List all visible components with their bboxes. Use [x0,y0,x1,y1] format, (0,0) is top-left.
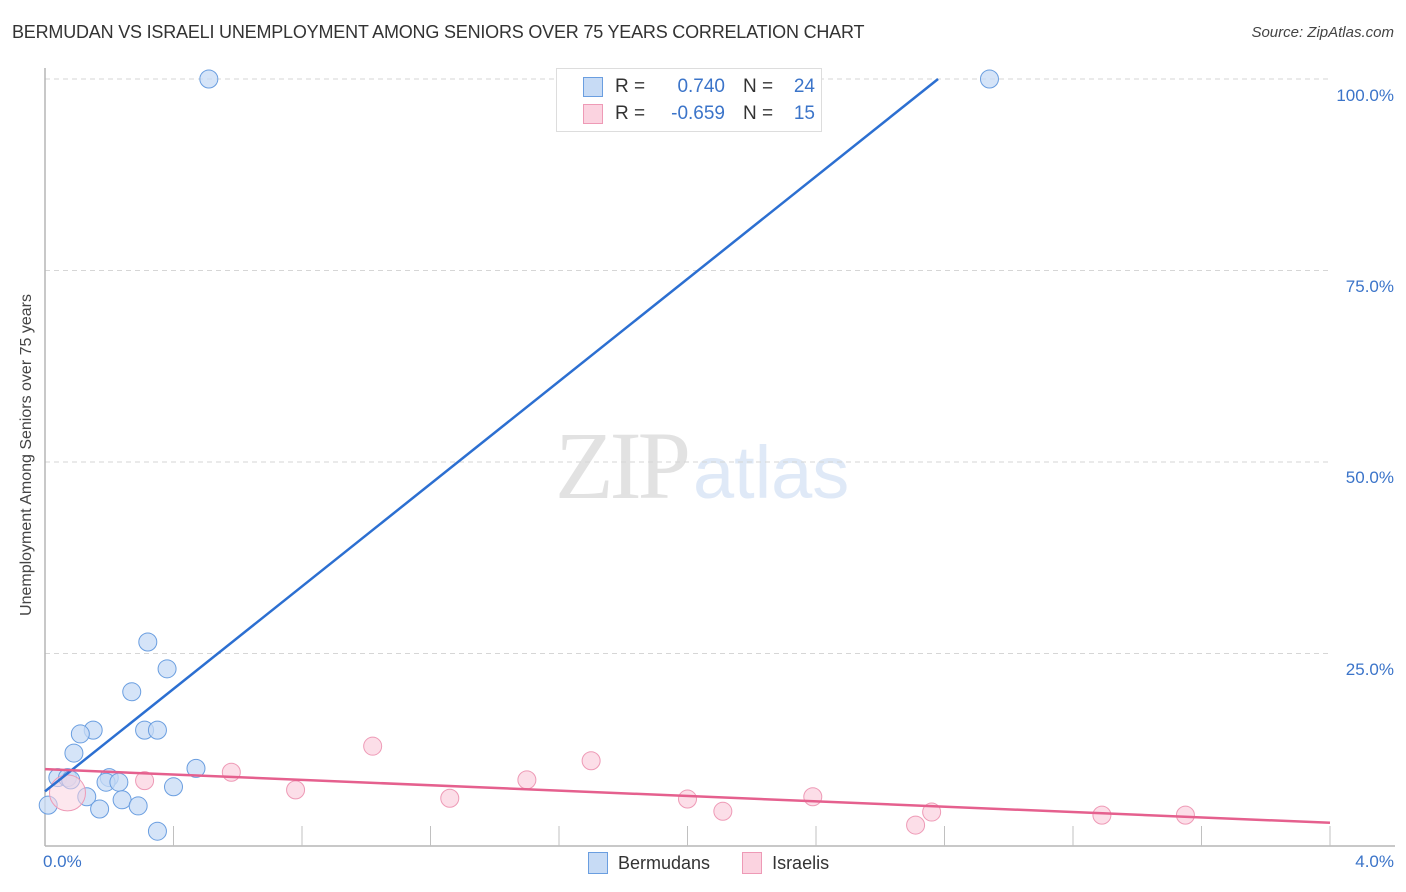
data-point-israeli [48,774,86,812]
data-point-israeli [581,751,601,771]
data-point-israeli [906,815,926,835]
data-point-bermudan [128,796,148,816]
data-point-israeli [1175,805,1195,825]
data-point-israeli [713,801,733,821]
blue-swatch-icon [588,852,608,874]
data-point-bermudan [979,69,999,89]
data-point-bermudan [186,758,206,778]
pink-swatch-icon [583,104,603,124]
data-point-israeli [286,780,306,800]
data-point-bermudan [109,772,129,792]
data-point-israeli [1092,805,1112,825]
watermark-zip: ZIP [555,412,691,519]
legend-row-bermudans: R = 0.740 N = 24 [583,75,815,99]
trendlines [44,78,1331,825]
watermark-atlas: atlas [693,431,850,514]
r-value: -0.659 [671,103,725,124]
legend-label-bermudans: Bermudans [618,852,711,873]
legend-item-bermudans[interactable]: Bermudans [588,852,710,874]
y-axis-label: Unemployment Among Seniors over 75 years [18,294,35,616]
y-tick-75: 75.0% [1345,277,1394,296]
zipatlas-watermark: ZIPatlas [555,410,849,521]
data-point-bermudan [164,777,183,797]
y-tick-25: 25.0% [1345,660,1394,679]
r-label: R = [615,76,646,97]
bermudans-points [38,69,999,841]
n-value: 24 [793,76,815,97]
legend-item-israelis[interactable]: Israelis [742,852,829,874]
data-point-bermudan [112,790,132,810]
gridlines [45,78,1330,654]
israelis-points [48,736,1195,835]
legend-row-israelis: R = -0.659 N = 15 [583,102,815,126]
legend-label-israelis: Israelis [772,852,830,873]
blue-swatch-icon [583,77,603,97]
y-tick-50: 50.0% [1345,468,1394,487]
data-point-bermudan [147,821,167,841]
data-point-israeli [363,736,383,756]
data-point-bermudan [90,799,110,819]
pink-swatch-icon [742,852,763,874]
data-point-israeli [440,788,460,808]
data-point-bermudan [147,720,167,740]
series-legend: Bermudans Israelis [588,852,861,874]
x-tick-max: 4.0% [1355,852,1394,871]
israelis-trendline [44,767,1331,825]
data-point-bermudan [157,659,177,679]
data-point-bermudan [122,682,142,702]
data-point-israeli [517,770,537,790]
x-tick-min: 0.0% [43,852,82,871]
y-tick-100: 100.0% [1336,86,1394,105]
axes [44,68,1395,847]
r-value: 0.740 [677,76,725,97]
n-label: N = [743,103,774,124]
chart-title: BERMUDAN VS ISRAELI UNEMPLOYMENT AMONG S… [12,22,865,42]
data-point-bermudan [64,743,84,763]
data-point-israeli [221,762,241,782]
data-point-bermudan [199,69,219,89]
n-label: N = [743,76,774,97]
data-point-bermudan [70,724,90,744]
correlation-legend: R = 0.740 N = 24 R = -0.659 N = 15 [556,68,822,132]
bermudans-trendline [44,78,939,793]
r-label: R = [615,103,646,124]
data-point-bermudan [138,632,158,652]
data-point-israeli [135,771,155,791]
n-value: 15 [793,103,815,124]
data-point-israeli [803,787,823,807]
data-point-israeli [678,789,697,809]
source-label: Source: ZipAtlas.com [1251,24,1394,41]
